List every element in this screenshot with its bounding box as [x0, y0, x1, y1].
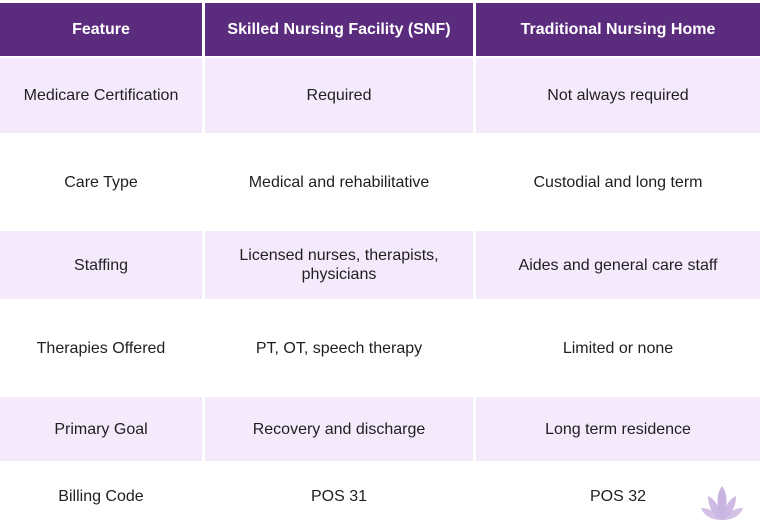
row-goal-snf: Recovery and discharge	[205, 397, 473, 461]
row-billing-feature: Billing Code	[0, 461, 202, 531]
row-goal-feature: Primary Goal	[0, 397, 202, 461]
row-medicare-nursing-home: Not always required	[476, 58, 760, 133]
header-nursing-home: Traditional Nursing Home	[476, 3, 760, 58]
row-staffing-nursing-home: Aides and general care staff	[476, 231, 760, 299]
row-billing-nursing-home: POS 32	[476, 461, 760, 531]
row-care-type-snf: Medical and rehabilitative	[205, 133, 473, 231]
row-therapies-feature: Therapies Offered	[0, 299, 202, 397]
row-staffing-feature: Staffing	[0, 231, 202, 299]
row-care-type-nursing-home: Custodial and long term	[476, 133, 760, 231]
row-billing-snf: POS 31	[205, 461, 473, 531]
row-care-type-feature: Care Type	[0, 133, 202, 231]
header-feature: Feature	[0, 3, 202, 58]
row-therapies-snf: PT, OT, speech therapy	[205, 299, 473, 397]
comparison-table: Feature Skilled Nursing Facility (SNF) T…	[0, 3, 760, 531]
header-snf: Skilled Nursing Facility (SNF)	[205, 3, 473, 58]
row-medicare-feature: Medicare Certification	[0, 58, 202, 133]
lotus-icon	[701, 486, 743, 520]
row-therapies-nursing-home: Limited or none	[476, 299, 760, 397]
row-medicare-snf: Required	[205, 58, 473, 133]
row-staffing-snf: Licensed nurses, therapists, physicians	[205, 231, 473, 299]
row-goal-nursing-home: Long term residence	[476, 397, 760, 461]
